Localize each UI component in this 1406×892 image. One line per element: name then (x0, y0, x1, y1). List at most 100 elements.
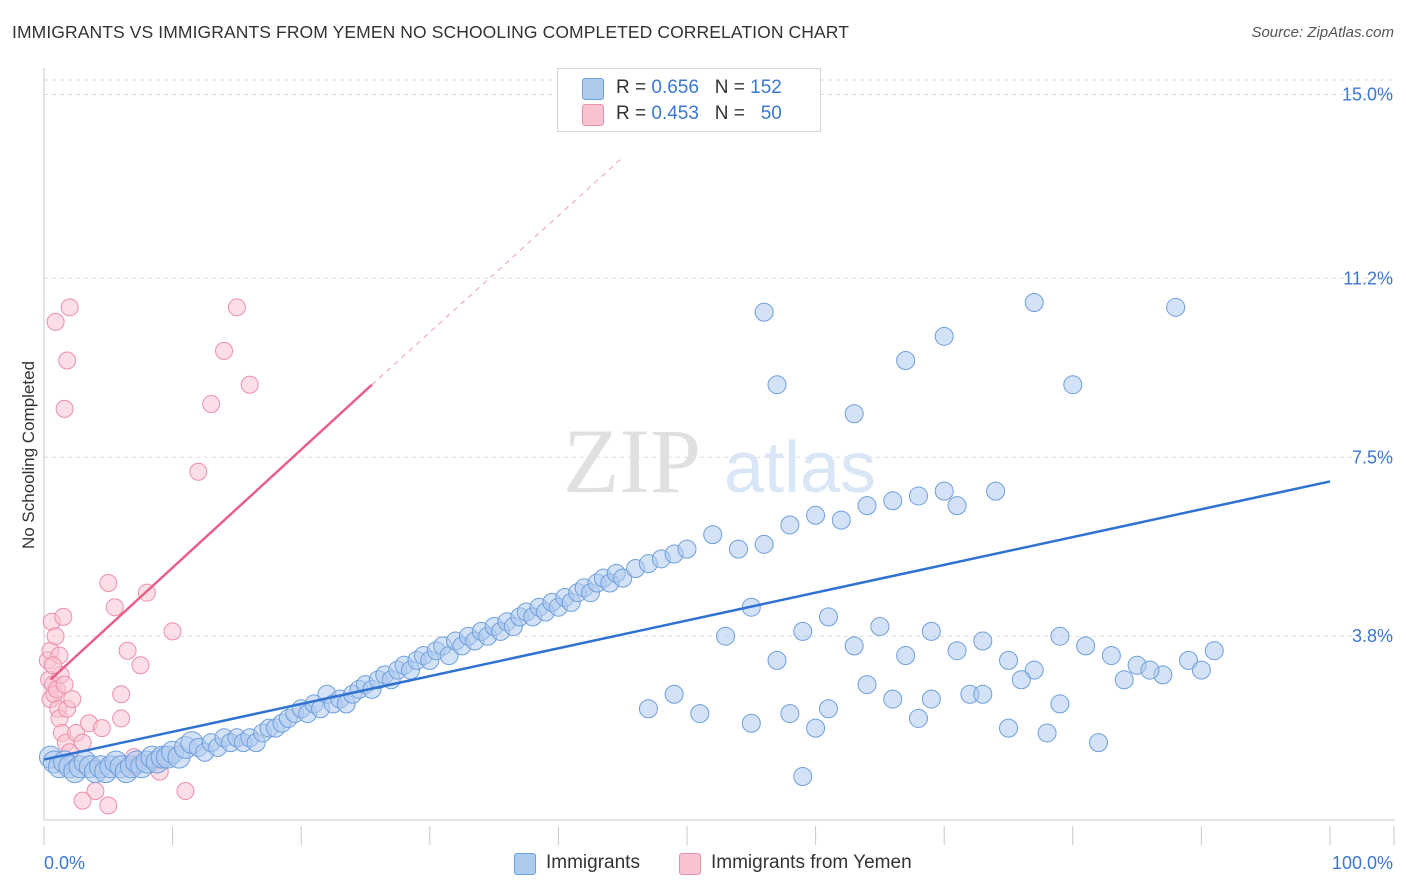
point-immigrants (921, 621, 941, 641)
point-yemen (112, 709, 131, 728)
point-immigrants (754, 534, 774, 554)
point-immigrants (999, 650, 1018, 670)
point-immigrants (806, 505, 826, 525)
point-immigrants (908, 708, 928, 728)
points-yemen (38, 298, 259, 815)
y-axis-label: No Schooling Completed (19, 361, 38, 549)
points-immigrants (38, 292, 1224, 786)
point-immigrants (857, 496, 877, 516)
legend-swatch-pink (582, 104, 604, 126)
point-immigrants (934, 481, 954, 501)
tick-labels: 3.8% 7.5% 11.2% 15.0% 0.0% 100.0% (44, 85, 1393, 873)
point-immigrants (638, 699, 658, 719)
point-immigrants (934, 326, 954, 346)
point-yemen (99, 796, 118, 815)
correlation-legend: R = 0.656 N = 152 R = 0.453 N = 50 (557, 68, 821, 132)
point-immigrants (1101, 646, 1121, 666)
trend-line-immigrants (43, 480, 1331, 761)
grid-lines (44, 79, 1395, 637)
point-yemen (189, 462, 208, 481)
point-yemen (92, 719, 111, 738)
point-immigrants (986, 481, 1006, 501)
point-immigrants (1050, 626, 1070, 646)
point-immigrants (767, 375, 787, 395)
point-immigrants (1166, 297, 1186, 317)
point-immigrants (1179, 650, 1199, 670)
y-tick-label: 7.5% (1352, 447, 1393, 467)
point-immigrants (857, 675, 877, 695)
source-label: Source: ZipAtlas.com (1251, 24, 1394, 41)
point-immigrants (728, 539, 748, 559)
point-yemen (163, 622, 182, 641)
point-immigrants (1114, 670, 1134, 690)
point-immigrants (754, 302, 774, 322)
point-immigrants (921, 689, 941, 709)
x-tick-label-max: 100.0% (1332, 853, 1393, 873)
point-yemen (202, 395, 221, 414)
point-immigrants (999, 718, 1018, 738)
point-immigrants (613, 568, 633, 588)
point-immigrants (780, 515, 800, 535)
point-immigrants (1011, 670, 1031, 690)
legend-text: R = 0.656 N = 152 (616, 77, 782, 98)
point-immigrants (818, 607, 838, 627)
legend-swatch-pink (679, 853, 701, 875)
point-yemen (44, 656, 63, 675)
legend-swatch-blue (582, 78, 604, 100)
watermark-atlas: atlas (724, 428, 876, 508)
point-yemen (105, 598, 124, 617)
point-immigrants (844, 636, 864, 656)
point-immigrants (947, 496, 967, 516)
legend-label: Immigrants (546, 852, 640, 873)
point-immigrants (741, 713, 761, 733)
trend-lines (43, 156, 1331, 761)
point-yemen (112, 685, 131, 704)
point-immigrants (870, 617, 890, 637)
point-immigrants (947, 641, 967, 661)
point-yemen (55, 675, 74, 694)
chart-title: IMMIGRANTS VS IMMIGRANTS FROM YEMEN NO S… (12, 22, 849, 42)
point-immigrants (1089, 733, 1109, 753)
point-yemen (99, 574, 118, 593)
point-immigrants (793, 766, 813, 786)
point-immigrants (1063, 375, 1083, 395)
axes (43, 68, 1395, 845)
point-immigrants (896, 646, 916, 666)
point-yemen (55, 399, 74, 418)
point-immigrants (844, 404, 864, 424)
watermark-zip: ZIP (563, 410, 701, 512)
point-yemen (73, 791, 92, 810)
point-immigrants (1024, 292, 1044, 312)
point-immigrants (1140, 660, 1160, 680)
point-immigrants (780, 704, 800, 724)
legend-text: R = 0.453 N = 50 (616, 103, 782, 124)
point-yemen (131, 656, 150, 675)
watermark: ZIP atlas (563, 410, 876, 512)
point-immigrants (1204, 641, 1224, 661)
point-immigrants (1076, 636, 1096, 656)
point-immigrants (973, 631, 993, 651)
point-immigrants (1191, 660, 1211, 680)
point-yemen (176, 781, 195, 800)
point-immigrants (818, 699, 838, 719)
point-immigrants (690, 704, 710, 724)
point-immigrants (831, 510, 851, 530)
point-immigrants (677, 539, 697, 559)
point-immigrants (806, 718, 826, 738)
point-yemen (240, 375, 259, 394)
point-immigrants (1024, 660, 1044, 680)
point-yemen (46, 312, 65, 331)
point-immigrants (793, 621, 813, 641)
y-tick-label: 15.0% (1342, 85, 1393, 105)
point-yemen (58, 351, 77, 370)
point-immigrants (883, 491, 903, 511)
point-immigrants (908, 486, 928, 506)
trend-line-yemen-extension (371, 156, 624, 386)
point-yemen (46, 627, 65, 646)
point-immigrants (703, 525, 723, 545)
point-immigrants (664, 684, 684, 704)
point-immigrants (1050, 694, 1070, 714)
point-yemen (118, 641, 137, 660)
x-tick-label-min: 0.0% (44, 853, 85, 873)
